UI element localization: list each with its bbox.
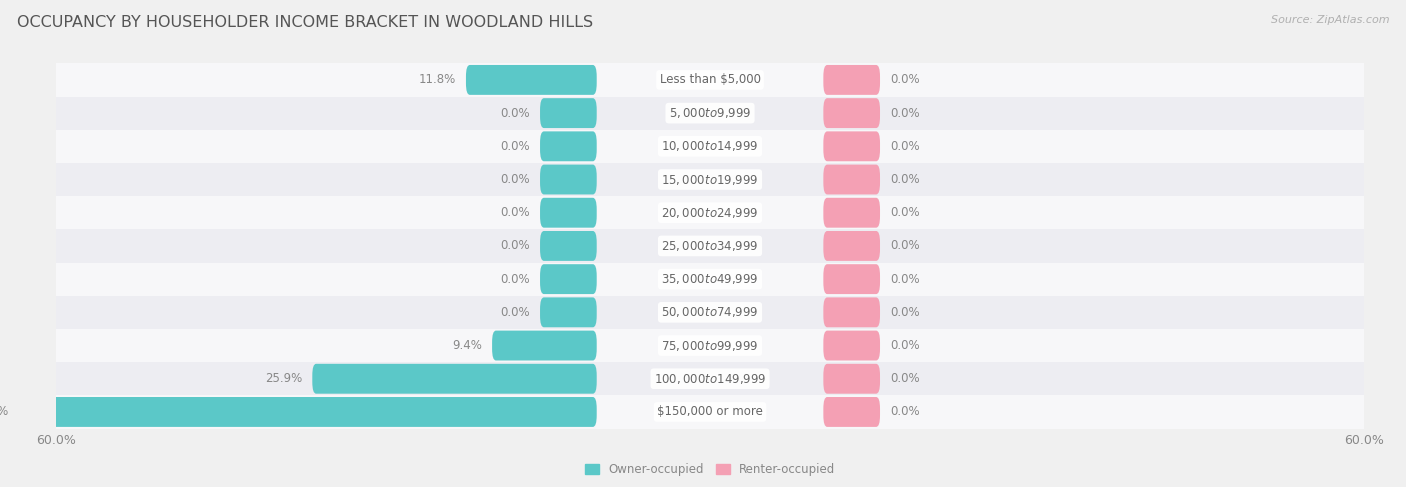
Bar — [56, 362, 1364, 395]
FancyBboxPatch shape — [540, 298, 596, 327]
Text: 0.0%: 0.0% — [890, 107, 920, 120]
FancyBboxPatch shape — [824, 364, 880, 393]
Bar — [56, 96, 1364, 130]
Text: 0.0%: 0.0% — [890, 339, 920, 352]
FancyBboxPatch shape — [824, 231, 880, 261]
Bar — [56, 262, 1364, 296]
Text: $20,000 to $24,999: $20,000 to $24,999 — [661, 206, 759, 220]
FancyBboxPatch shape — [824, 397, 880, 427]
Text: $35,000 to $49,999: $35,000 to $49,999 — [661, 272, 759, 286]
Text: 0.0%: 0.0% — [890, 306, 920, 319]
FancyBboxPatch shape — [824, 198, 880, 228]
Text: 9.4%: 9.4% — [453, 339, 482, 352]
Text: 25.9%: 25.9% — [266, 372, 302, 385]
Text: $25,000 to $34,999: $25,000 to $34,999 — [661, 239, 759, 253]
Bar — [56, 163, 1364, 196]
Bar — [56, 196, 1364, 229]
FancyBboxPatch shape — [492, 331, 596, 360]
Bar — [56, 63, 1364, 96]
Bar — [56, 229, 1364, 262]
Text: 0.0%: 0.0% — [501, 306, 530, 319]
FancyBboxPatch shape — [540, 98, 596, 128]
Text: OCCUPANCY BY HOUSEHOLDER INCOME BRACKET IN WOODLAND HILLS: OCCUPANCY BY HOUSEHOLDER INCOME BRACKET … — [17, 15, 593, 30]
FancyBboxPatch shape — [18, 397, 596, 427]
Bar — [56, 395, 1364, 429]
Text: 0.0%: 0.0% — [890, 372, 920, 385]
FancyBboxPatch shape — [540, 131, 596, 161]
FancyBboxPatch shape — [824, 131, 880, 161]
Text: Source: ZipAtlas.com: Source: ZipAtlas.com — [1271, 15, 1389, 25]
FancyBboxPatch shape — [540, 231, 596, 261]
Text: Less than $5,000: Less than $5,000 — [659, 74, 761, 86]
FancyBboxPatch shape — [465, 65, 596, 95]
Bar — [56, 130, 1364, 163]
Text: 52.9%: 52.9% — [0, 406, 8, 418]
Text: 0.0%: 0.0% — [890, 406, 920, 418]
FancyBboxPatch shape — [824, 298, 880, 327]
Text: 11.8%: 11.8% — [419, 74, 456, 86]
Text: 0.0%: 0.0% — [890, 206, 920, 219]
Text: $50,000 to $74,999: $50,000 to $74,999 — [661, 305, 759, 319]
FancyBboxPatch shape — [824, 165, 880, 194]
Text: 0.0%: 0.0% — [890, 173, 920, 186]
FancyBboxPatch shape — [540, 264, 596, 294]
Text: 0.0%: 0.0% — [890, 240, 920, 252]
Text: 0.0%: 0.0% — [890, 140, 920, 153]
Text: $15,000 to $19,999: $15,000 to $19,999 — [661, 172, 759, 187]
Text: $75,000 to $99,999: $75,000 to $99,999 — [661, 338, 759, 353]
Text: 0.0%: 0.0% — [501, 140, 530, 153]
FancyBboxPatch shape — [824, 65, 880, 95]
FancyBboxPatch shape — [540, 165, 596, 194]
FancyBboxPatch shape — [824, 331, 880, 360]
Bar — [56, 296, 1364, 329]
Text: 0.0%: 0.0% — [890, 74, 920, 86]
Text: $10,000 to $14,999: $10,000 to $14,999 — [661, 139, 759, 153]
FancyBboxPatch shape — [312, 364, 596, 393]
Text: 0.0%: 0.0% — [501, 206, 530, 219]
Text: $5,000 to $9,999: $5,000 to $9,999 — [669, 106, 751, 120]
Text: 0.0%: 0.0% — [501, 240, 530, 252]
Text: 0.0%: 0.0% — [890, 273, 920, 286]
Text: 0.0%: 0.0% — [501, 173, 530, 186]
Text: 0.0%: 0.0% — [501, 107, 530, 120]
FancyBboxPatch shape — [824, 264, 880, 294]
FancyBboxPatch shape — [824, 98, 880, 128]
Text: $100,000 to $149,999: $100,000 to $149,999 — [654, 372, 766, 386]
Text: 0.0%: 0.0% — [501, 273, 530, 286]
Legend: Owner-occupied, Renter-occupied: Owner-occupied, Renter-occupied — [579, 459, 841, 481]
Text: $150,000 or more: $150,000 or more — [657, 406, 763, 418]
FancyBboxPatch shape — [540, 198, 596, 228]
Bar — [56, 329, 1364, 362]
